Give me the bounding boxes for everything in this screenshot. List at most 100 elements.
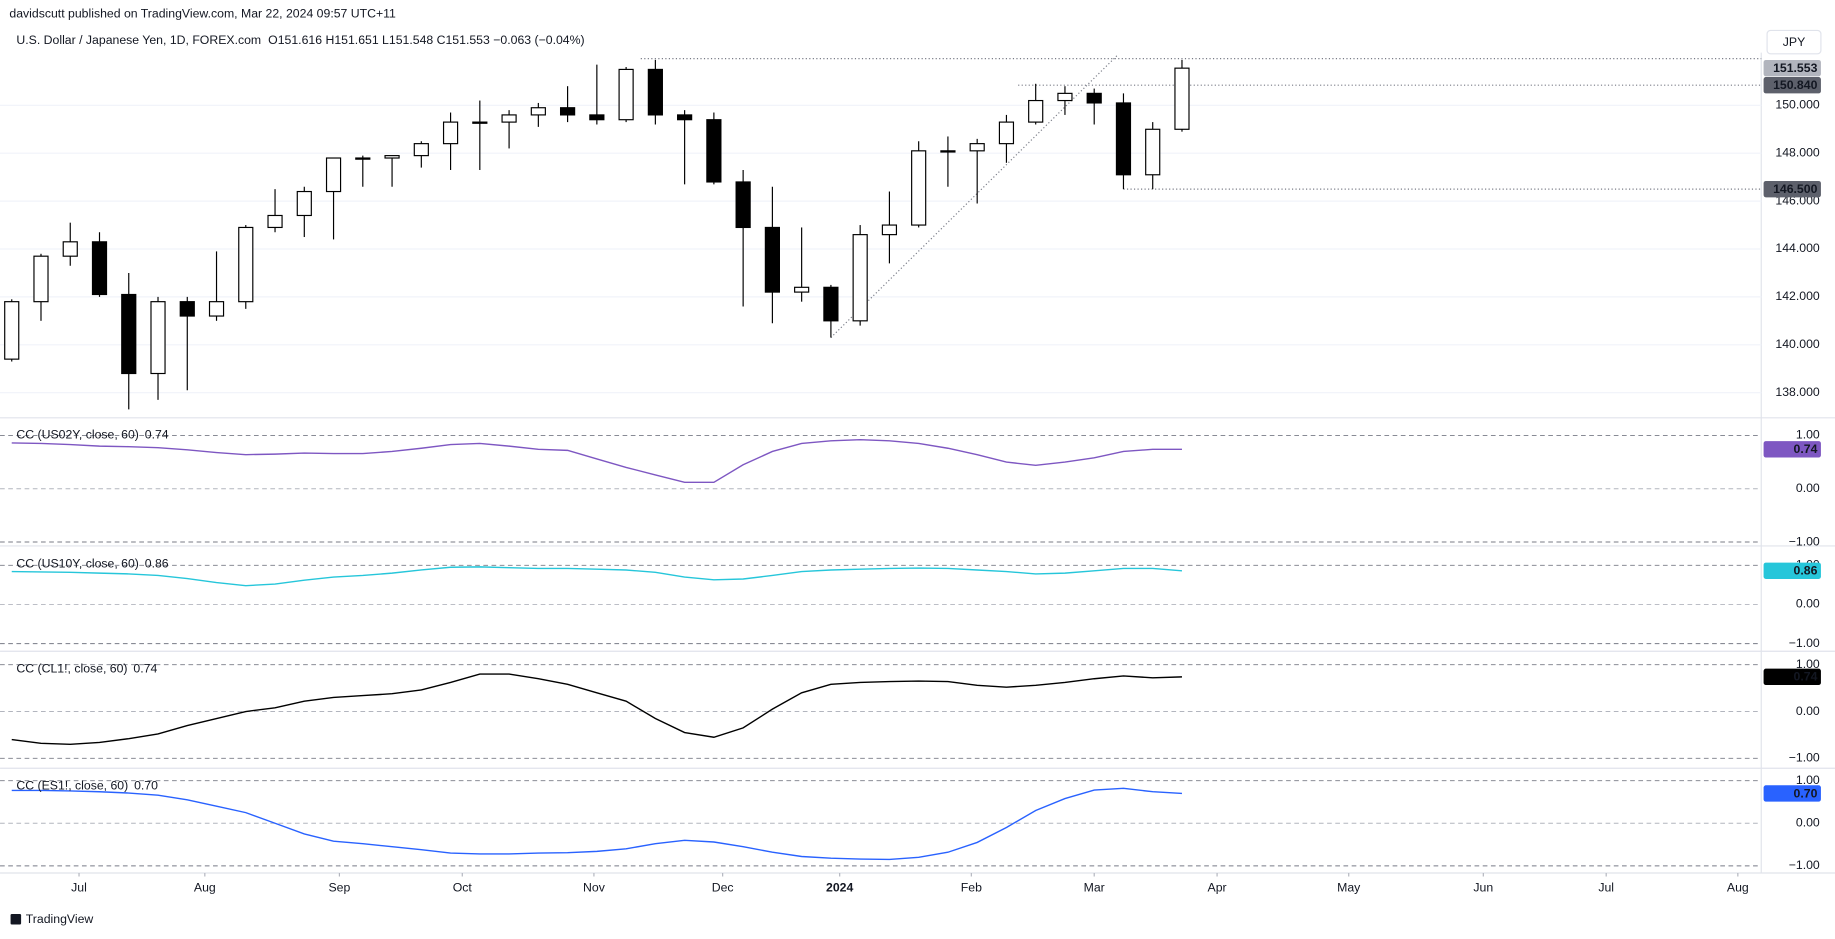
last-price-text: 151.553 [1773,61,1818,75]
candle-body [530,107,546,116]
candle-body [735,181,751,229]
candle-body [911,150,927,226]
indicator-last-box [1763,785,1821,802]
indicator-last-box [1763,562,1821,579]
y-tick-label: 138.000 [1775,385,1820,399]
y-tick-label: 142.000 [1775,289,1820,303]
y-tick-label: 0.00 [1796,481,1820,495]
x-tick-label: 2024 [826,880,853,894]
candle-body [208,301,225,317]
y-tick-label: 1.00 [1796,428,1820,442]
trendline [830,54,1119,339]
x-tick-label: Dec [712,880,734,894]
currency-label: JPY [1783,35,1806,49]
indicator-last-text: 0.74 [1794,670,1818,684]
candle-body [823,286,839,322]
candle-body [4,301,20,360]
indicator-last-text: 0.86 [1794,564,1818,578]
indicator-last-box [1763,668,1821,686]
x-tick-label: Jul [71,880,87,894]
indicator-title: CC (CL1!, close, 60) [16,662,127,676]
price-level-label-text: 146.500 [1773,182,1818,196]
candle-body [325,157,342,193]
candle-body [1086,92,1102,104]
y-tick-label: −1.00 [1789,636,1820,650]
indicator-last-box [1763,441,1821,458]
x-tick-label: Nov [583,880,606,894]
indicator-value: 0.86 [145,556,169,570]
y-tick-label: 150.000 [1775,98,1820,112]
candle-body [1174,67,1190,130]
y-tick-label: 0.00 [1796,704,1820,718]
y-tick-label: 0.00 [1796,816,1820,830]
indicator-last-text: 0.70 [1794,786,1818,800]
candle-body [238,226,254,303]
x-tick-label: Jul [1598,880,1614,894]
candle-body [91,241,108,296]
x-tick-label: Feb [961,880,982,894]
y-tick-label: 1.00 [1796,657,1820,671]
candle-body [179,301,195,317]
y-tick-label: 140.000 [1775,337,1820,351]
y-tick-label: 148.000 [1775,145,1820,159]
candle-body [413,143,429,157]
x-tick-label: May [1337,880,1361,894]
x-tick-label: Sep [328,880,350,894]
candle-body [296,190,312,217]
ohlc-legend: O151.616 H151.651 L151.548 C151.553 −0.0… [268,33,584,47]
candle-body [618,68,634,121]
candle-body [881,224,898,236]
candle-body [998,121,1015,145]
indicator-title: CC (US10Y, close, 60) [16,556,138,570]
candle-body [764,226,780,293]
y-tick-label: −1.00 [1789,751,1820,765]
candle-body [1057,92,1073,102]
x-tick-label: Mar [1084,880,1105,894]
logo-text: TradingView [26,912,94,926]
candle-body [589,114,605,121]
candle-body [794,286,810,293]
candle-body [969,143,985,152]
indicator-title: CC (US02Y, close, 60) [16,428,138,442]
logo-mark [10,913,22,925]
price-level-label-box [1763,180,1821,198]
indicator-value: 0.74 [133,662,157,676]
indicator-value: 0.74 [145,428,169,442]
x-tick-label: Oct [453,880,473,894]
symbol-title: U.S. Dollar / Japanese Yen, 1D, FOREX.co… [16,33,261,47]
x-tick-label: Aug [1727,880,1749,894]
indicator-line [11,787,1183,861]
y-tick-label: −1.00 [1789,534,1820,548]
currency-button[interactable] [1766,29,1822,55]
candle-body [677,114,693,121]
x-tick-label: Apr [1208,880,1227,894]
candle-body [62,241,78,257]
candle-body [267,214,283,229]
indicator-value: 0.70 [134,779,158,793]
candle-body [150,301,166,375]
tradingview-logo: TradingView [10,912,94,926]
indicator-last-text: 0.74 [1794,442,1818,456]
candle-body [384,155,400,159]
indicator-line [11,566,1183,587]
y-tick-label: 1.00 [1796,773,1820,787]
price-level-label-box [1763,77,1821,94]
published-note: davidscutt published on TradingView.com,… [9,6,396,20]
candle-body [1028,99,1044,123]
candle-body [647,68,663,116]
candle-body [472,121,488,124]
indicator-line [11,673,1182,745]
candle-body [33,255,49,303]
last-price-box [1763,59,1821,77]
y-tick-label: −1.00 [1789,858,1820,872]
indicator-title: CC (ES1!, close, 60) [16,779,128,793]
candle-body [1115,102,1132,176]
x-tick-label: Aug [194,880,216,894]
candle-body [121,293,137,375]
candle-body [706,119,722,183]
candle-body [442,121,459,145]
candle-body [940,150,956,153]
candle-body [355,157,371,160]
